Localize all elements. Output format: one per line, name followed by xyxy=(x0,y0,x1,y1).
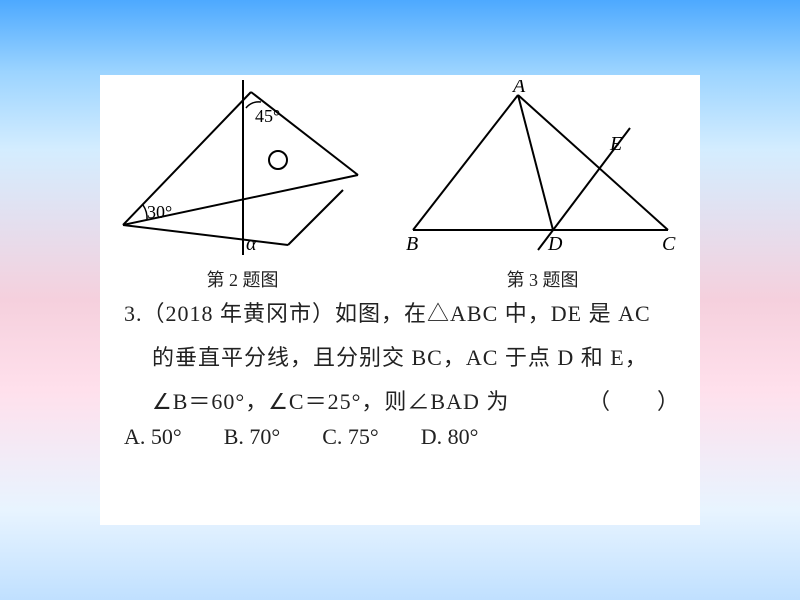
content-card: 45° 30° α 第 2 题图 xyxy=(100,75,700,525)
angle-45-label: 45° xyxy=(255,106,280,126)
choices-row: A. 50° B. 70° C. 75° D. 80° xyxy=(100,424,700,450)
label-D: D xyxy=(547,233,563,255)
label-E: E xyxy=(609,133,622,155)
problem-text-1: 如图，在△ABC 中，DE 是 AC xyxy=(335,301,651,326)
angle-alpha-label: α xyxy=(246,233,257,255)
problem-text-3: ∠B＝60°，∠C＝25°，则∠BAD 为 xyxy=(152,389,509,414)
figure-3-caption: 第 3 题图 xyxy=(398,266,688,292)
angle-30-label: 30° xyxy=(147,202,172,222)
problem-line-1: 3.（2018 年黄冈市）如图，在△ABC 中，DE 是 AC xyxy=(124,292,680,336)
choice-A[interactable]: A. 50° xyxy=(124,424,182,450)
figure-2-caption: 第 2 题图 xyxy=(113,266,373,292)
figure-2-svg: 45° 30° α xyxy=(113,80,373,255)
problem-line-2: 的垂直平分线，且分别交 BC，AC 于点 D 和 E， xyxy=(124,336,680,380)
figures-row: 45° 30° α 第 2 题图 xyxy=(100,75,700,292)
label-B: B xyxy=(406,233,418,255)
problem-line-3: ∠B＝60°，∠C＝25°，则∠BAD 为 （ ） xyxy=(124,380,680,424)
annotation-circle-icon xyxy=(269,151,287,169)
choice-C[interactable]: C. 75° xyxy=(322,424,379,450)
choice-B[interactable]: B. 70° xyxy=(224,424,281,450)
figure-2-wrap: 45° 30° α 第 2 题图 xyxy=(113,80,373,292)
label-A: A xyxy=(511,80,526,97)
problem-text: 3.（2018 年黄冈市）如图，在△ABC 中，DE 是 AC 的垂直平分线，且… xyxy=(100,292,700,424)
problem-number: 3. xyxy=(124,301,143,326)
figure-3-wrap: A B C D E 第 3 题图 xyxy=(398,80,688,292)
problem-source: （2018 年黄冈市） xyxy=(143,301,336,326)
choice-D[interactable]: D. 80° xyxy=(421,424,479,450)
label-C: C xyxy=(662,233,676,255)
figure-3-svg: A B C D E xyxy=(398,80,688,255)
answer-paren: （ ） xyxy=(588,380,680,424)
